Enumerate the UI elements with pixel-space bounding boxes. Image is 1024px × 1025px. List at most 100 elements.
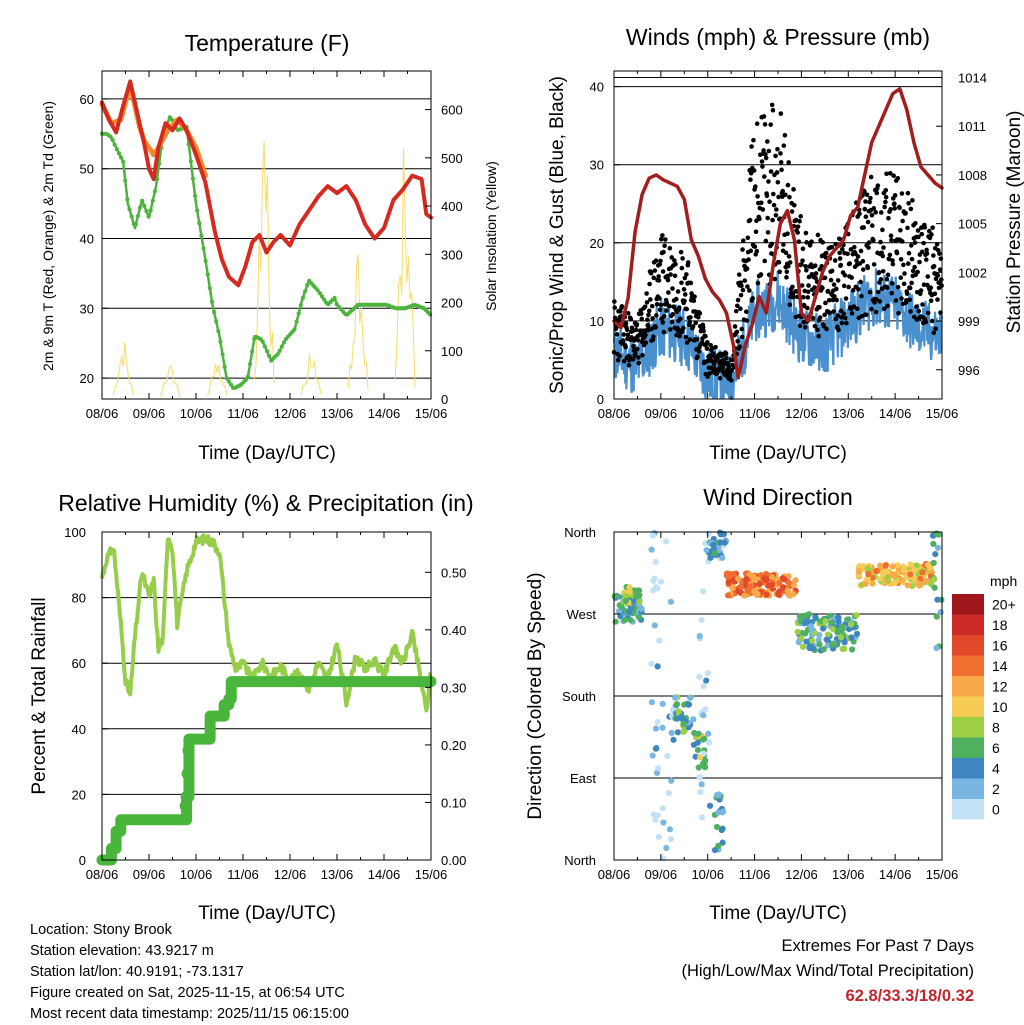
gust-point	[672, 258, 677, 263]
direction-point	[864, 565, 872, 572]
gust-point	[937, 267, 943, 273]
dewpoint-point	[195, 208, 200, 213]
solar-insolation-line	[394, 148, 416, 388]
gust-point	[682, 292, 688, 297]
dewpoint-point	[123, 178, 128, 183]
gust-point	[740, 287, 746, 293]
direction-point	[700, 712, 707, 719]
gust-point	[762, 122, 768, 127]
dewpoint-point	[207, 286, 212, 291]
gust-point	[930, 225, 935, 230]
dewpoint-point	[188, 159, 193, 164]
direction-point	[635, 614, 643, 621]
gust-point	[639, 316, 645, 322]
gust-point	[854, 258, 859, 263]
gust-point	[892, 206, 898, 211]
direction-point	[648, 546, 655, 553]
direction-point	[649, 752, 656, 759]
gust-point	[863, 312, 869, 318]
dewpoint-point	[129, 214, 134, 219]
gust-point	[815, 327, 820, 333]
temperature-y-tick-label: 30	[80, 301, 94, 316]
gust-point	[837, 256, 843, 261]
speed-legend-swatch	[952, 696, 984, 717]
speed-legend-title: mph	[990, 573, 1017, 589]
direction-point	[659, 724, 666, 731]
direction-point	[768, 581, 775, 588]
direction-point	[931, 576, 938, 583]
direction-point	[911, 567, 918, 574]
gust-point	[617, 353, 622, 359]
gust-point	[850, 288, 856, 293]
direction-point	[697, 788, 704, 796]
direction-point	[666, 826, 674, 833]
dewpoint-point	[262, 344, 267, 349]
dewpoint-point	[228, 382, 234, 387]
gust-point	[839, 315, 844, 320]
direction-point	[756, 580, 763, 588]
gust-point	[781, 242, 786, 247]
gust-point	[869, 212, 875, 218]
direction-point	[934, 596, 941, 603]
direction-point	[844, 616, 851, 623]
direction-point	[913, 562, 920, 569]
direction-point	[655, 833, 662, 841]
gust-point	[907, 285, 913, 291]
gust-point	[802, 324, 808, 330]
gust-point	[769, 102, 775, 108]
gust-point	[652, 268, 658, 273]
gust-point	[878, 277, 884, 282]
winds-x-tick-label: 11/06	[739, 406, 771, 421]
direction-point	[785, 591, 792, 598]
gust-point	[688, 315, 693, 320]
gust-point	[783, 192, 788, 198]
winds-title: Winds (mph) & Pressure (mb)	[626, 24, 930, 50]
gust-point	[763, 238, 769, 244]
gust-point	[688, 280, 694, 286]
gust-point	[931, 330, 937, 336]
direction-point	[930, 559, 937, 567]
gust-point	[766, 148, 772, 154]
gust-point	[726, 364, 732, 370]
gust-point	[700, 325, 706, 330]
direction-point	[611, 593, 618, 600]
humidity-y2-tick-label: 0.40	[441, 623, 466, 638]
gust-point	[759, 159, 765, 164]
winds-y2-tick-label: 1008	[958, 168, 987, 183]
direction-point	[829, 625, 836, 633]
direction-point	[657, 578, 665, 585]
gust-point	[928, 285, 934, 291]
gust-point	[623, 344, 628, 350]
gust-point	[805, 289, 811, 295]
direction-point	[930, 540, 937, 548]
direction-point	[817, 618, 825, 625]
gust-point	[729, 378, 734, 383]
gust-point	[639, 311, 644, 316]
direction-point	[820, 646, 827, 653]
direction-point	[933, 530, 940, 537]
speed-legend-swatch	[952, 799, 984, 820]
gust-point	[657, 262, 663, 267]
dewpoint-point	[294, 319, 299, 324]
dewpoint-point	[300, 295, 306, 300]
temperature-series	[99, 79, 433, 398]
speed-legend-label: 18	[992, 617, 1008, 633]
gust-point	[867, 199, 872, 205]
direction-point	[776, 580, 783, 587]
gust-point	[866, 240, 872, 245]
humidity-frame	[101, 531, 432, 861]
dewpoint-point	[144, 209, 149, 214]
direction-point	[612, 618, 619, 625]
gust-point	[633, 350, 638, 356]
gust-point	[699, 339, 705, 345]
temperature-x-tick-label: 12/06	[274, 406, 307, 421]
gust-point	[769, 241, 775, 247]
gust-point	[658, 302, 664, 308]
gust-point	[841, 283, 847, 289]
gust-point	[790, 284, 795, 290]
gust-point	[928, 298, 934, 304]
direction-point	[742, 577, 749, 585]
direction-point	[820, 625, 827, 632]
direction-point	[667, 835, 675, 843]
